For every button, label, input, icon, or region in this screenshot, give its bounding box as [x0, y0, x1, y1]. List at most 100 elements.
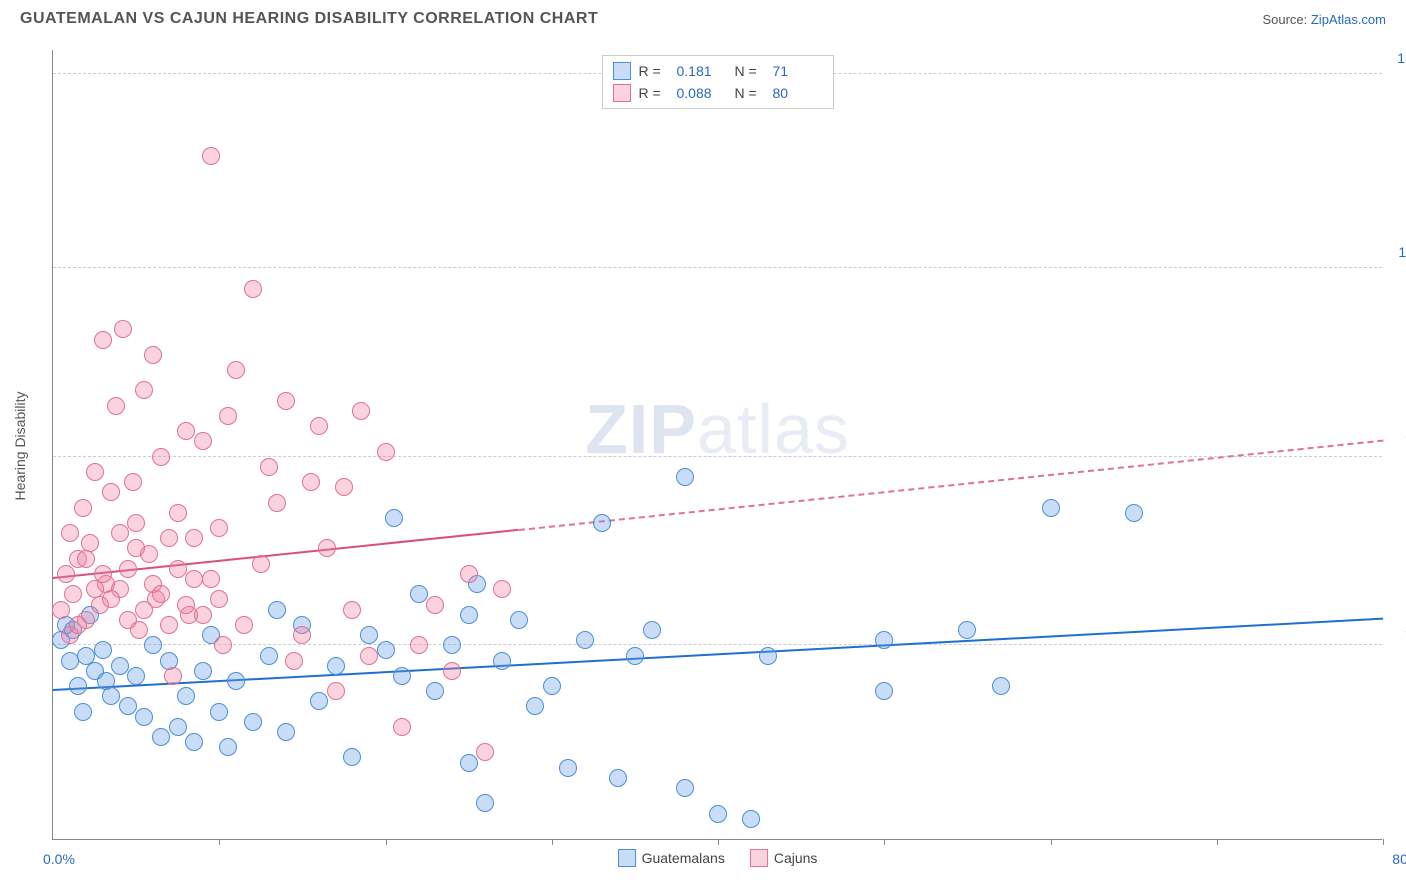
data-point	[102, 590, 120, 608]
data-point	[742, 810, 760, 828]
data-point	[875, 631, 893, 649]
data-point	[119, 697, 137, 715]
data-point	[559, 759, 577, 777]
data-point	[360, 626, 378, 644]
data-point	[77, 550, 95, 568]
data-point	[676, 468, 694, 486]
data-point	[476, 743, 494, 761]
source-label: Source: ZipAtlas.com	[1262, 12, 1386, 27]
r-value: 0.088	[677, 85, 727, 101]
data-point	[119, 560, 137, 578]
x-tick	[1217, 839, 1218, 845]
data-point	[86, 463, 104, 481]
legend-swatch	[618, 849, 636, 867]
data-point	[111, 657, 129, 675]
data-point	[476, 794, 494, 812]
data-point	[626, 647, 644, 665]
source-link[interactable]: ZipAtlas.com	[1311, 12, 1386, 27]
data-point	[202, 147, 220, 165]
r-label: R =	[639, 63, 669, 79]
data-point	[194, 662, 212, 680]
data-point	[124, 473, 142, 491]
data-point	[310, 417, 328, 435]
data-point	[252, 555, 270, 573]
legend-item: Guatemalans	[618, 849, 725, 867]
x-tick	[718, 839, 719, 845]
data-point	[360, 647, 378, 665]
data-point	[543, 677, 561, 695]
data-point	[277, 723, 295, 741]
y-tick-label: 15.0%	[1397, 50, 1406, 66]
data-point	[111, 524, 129, 542]
data-point	[443, 662, 461, 680]
data-point	[493, 580, 511, 598]
x-tick	[884, 839, 885, 845]
data-point	[235, 616, 253, 634]
data-point	[69, 616, 87, 634]
data-point	[327, 682, 345, 700]
data-point	[875, 682, 893, 700]
data-point	[94, 565, 112, 583]
data-point	[102, 483, 120, 501]
data-point	[260, 647, 278, 665]
data-point	[177, 596, 195, 614]
data-point	[426, 596, 444, 614]
data-point	[219, 407, 237, 425]
legend-item: Cajuns	[750, 849, 818, 867]
data-point	[86, 580, 104, 598]
data-point	[393, 667, 411, 685]
data-point	[185, 733, 203, 751]
data-point	[135, 601, 153, 619]
data-point	[460, 606, 478, 624]
data-point	[144, 346, 162, 364]
data-point	[709, 805, 727, 823]
data-point	[410, 585, 428, 603]
gridline	[53, 267, 1382, 268]
data-point	[160, 529, 178, 547]
data-point	[94, 641, 112, 659]
data-point	[94, 331, 112, 349]
data-point	[64, 585, 82, 603]
trend-line	[518, 439, 1383, 530]
data-point	[219, 738, 237, 756]
legend-label: Cajuns	[774, 850, 818, 866]
data-point	[302, 473, 320, 491]
n-value: 80	[773, 85, 823, 101]
data-point	[343, 748, 361, 766]
data-point	[61, 524, 79, 542]
data-point	[144, 636, 162, 654]
data-point	[164, 667, 182, 685]
data-point	[135, 381, 153, 399]
data-point	[526, 697, 544, 715]
data-point	[114, 320, 132, 338]
data-point	[227, 672, 245, 690]
data-point	[135, 708, 153, 726]
data-point	[57, 565, 75, 583]
data-point	[335, 478, 353, 496]
r-value: 0.181	[677, 63, 727, 79]
data-point	[52, 601, 70, 619]
data-point	[74, 499, 92, 517]
data-point	[385, 509, 403, 527]
data-point	[169, 560, 187, 578]
data-point	[127, 539, 145, 557]
data-point	[260, 458, 278, 476]
data-point	[318, 539, 336, 557]
r-label: R =	[639, 85, 669, 101]
x-tick	[219, 839, 220, 845]
y-tick-label: 11.2%	[1398, 244, 1406, 260]
data-point	[214, 636, 232, 654]
data-point	[327, 657, 345, 675]
data-point	[426, 682, 444, 700]
data-point	[74, 703, 92, 721]
legend-swatch	[613, 62, 631, 80]
x-tick	[1383, 839, 1384, 845]
data-point	[160, 616, 178, 634]
x-axis-start: 0.0%	[43, 851, 75, 867]
data-point	[177, 422, 195, 440]
data-point	[609, 769, 627, 787]
data-point	[593, 514, 611, 532]
data-point	[185, 529, 203, 547]
data-point	[102, 687, 120, 705]
data-point	[61, 652, 79, 670]
